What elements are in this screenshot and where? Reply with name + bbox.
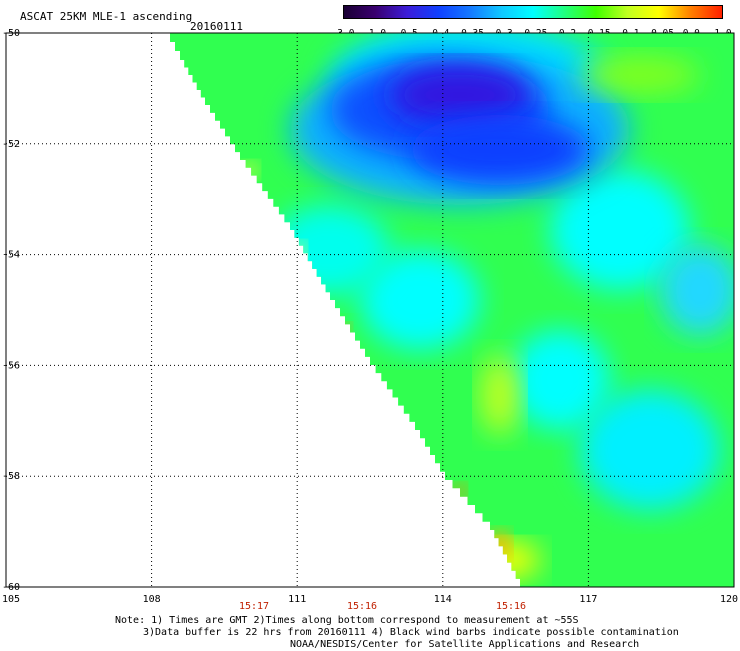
latitude-label: -54 [2,250,20,261]
pass-time-label: 15:16 [347,601,377,612]
longitude-label: 117 [579,594,597,605]
product-date: 20160111 [190,20,243,33]
field-blob [270,205,390,295]
field-blob [660,245,734,335]
longitude-label: 120 [720,594,738,605]
product-title: ASCAT 25KM MLE-1 ascending [20,10,193,23]
colorbar-gradient [344,6,722,18]
longitude-label: 111 [288,594,306,605]
note-line-3: NOAA/NESDIS/Center for Satellite Applica… [290,639,640,650]
longitude-label: 114 [434,594,452,605]
field-blob [410,115,590,185]
latitude-label: -50 [2,28,20,39]
field-blob [294,242,306,258]
field-blob [390,65,530,125]
field-blob [580,55,700,95]
latitude-label: -58 [2,471,20,482]
note-line-1: Note: 1) Times are GMT 2)Times along bot… [115,615,579,626]
pass-time-label: 15:16 [496,601,526,612]
longitude-label: 105 [2,594,20,605]
latitude-label: -56 [2,360,20,371]
field-blob [580,390,720,510]
plot-frame [5,32,735,588]
lat-lon-grid [6,33,734,587]
field-blob [490,531,510,559]
field-blob [550,170,690,290]
field-blob [480,542,540,578]
swath-field [165,33,734,587]
note-line-2: 3)Data buffer is 22 hrs from 20160111 4)… [143,627,679,638]
time-labels: 15:17 15:16 15:16 [239,601,526,612]
colorbar [343,5,723,19]
longitude-labels: 105 108 111 114 117 120 [2,594,738,605]
field-blob [454,484,466,500]
field-blob [339,323,351,333]
latitude-label: -60 [2,582,20,593]
latitude-labels: -50 -52 -54 -56 -58 -60 [2,28,20,593]
pass-time-label: 15:17 [239,601,269,612]
field-blob [242,162,258,178]
field-blob [480,355,520,435]
field-blob [510,330,610,430]
latitude-label: -52 [2,139,20,150]
longitude-label: 108 [143,594,161,605]
field-blob [360,250,480,350]
